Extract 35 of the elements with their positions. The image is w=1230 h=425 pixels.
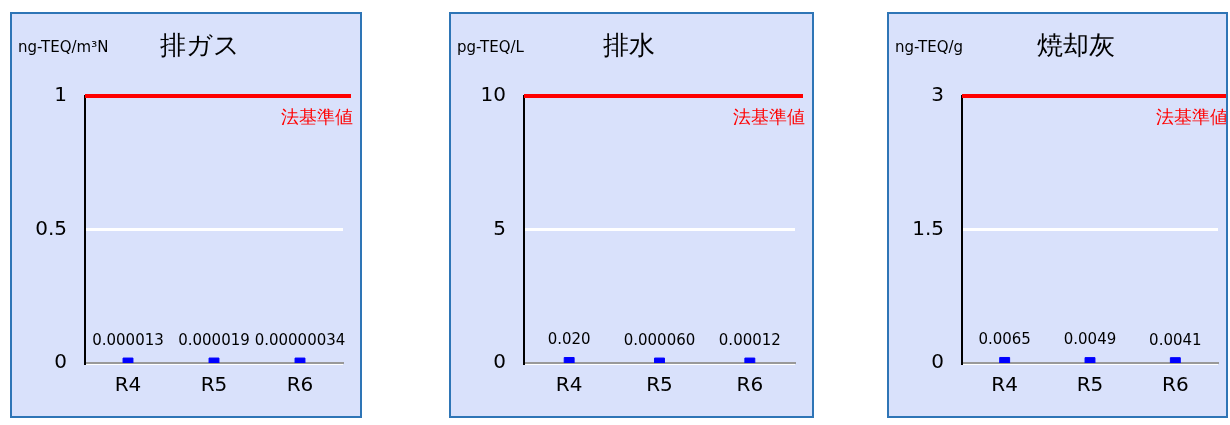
x-tick-label: R6 [1162, 372, 1189, 397]
chart-title: 焼却灰 [1037, 29, 1115, 62]
y-tick-label: 3 [931, 82, 944, 107]
x-tick-label: R5 [1076, 372, 1104, 397]
data-label: 0.00012 [718, 330, 781, 349]
ref-line-label: 法基準値 [733, 105, 805, 127]
data-label: 0.000013 [92, 330, 164, 349]
x-tick-label: R4 [114, 372, 142, 397]
x-tick-label: R5 [646, 372, 673, 397]
data-label: 0.0041 [1149, 330, 1202, 349]
data-label: 0.000060 [623, 330, 696, 349]
ref-line-label: 法基準値 [281, 105, 353, 127]
x-tick-label: R6 [286, 372, 314, 397]
data-label: 0.00000034 [254, 330, 346, 349]
chart-title: 排ガス [160, 29, 240, 62]
y-tick-label: 0 [493, 349, 506, 374]
data-label: 0.0049 [1063, 330, 1117, 349]
y-tick-label: 1.5 [912, 215, 944, 240]
chart-title: 排水 [603, 29, 655, 62]
x-tick-label: R6 [736, 372, 764, 397]
data-label: 0.0065 [978, 330, 1031, 349]
y-tick-label: 0 [54, 349, 67, 374]
y-tick-label: 0 [931, 349, 944, 374]
x-tick-label: R5 [200, 372, 228, 397]
data-label: 0.000019 [178, 330, 250, 349]
data-label: 0.020 [547, 330, 591, 349]
y-axis-title: ng-TEQ/m³N [18, 38, 109, 56]
x-tick-label: R4 [555, 372, 583, 397]
y-tick-label: 0.5 [35, 215, 67, 240]
y-axis-title: pg-TEQ/L [457, 38, 524, 56]
y-tick-label: 10 [480, 82, 506, 107]
y-axis-title: ng-TEQ/g [895, 38, 964, 56]
x-tick-label: R4 [991, 372, 1018, 397]
y-tick-label: 5 [493, 215, 506, 240]
y-tick-label: 1 [54, 82, 67, 107]
